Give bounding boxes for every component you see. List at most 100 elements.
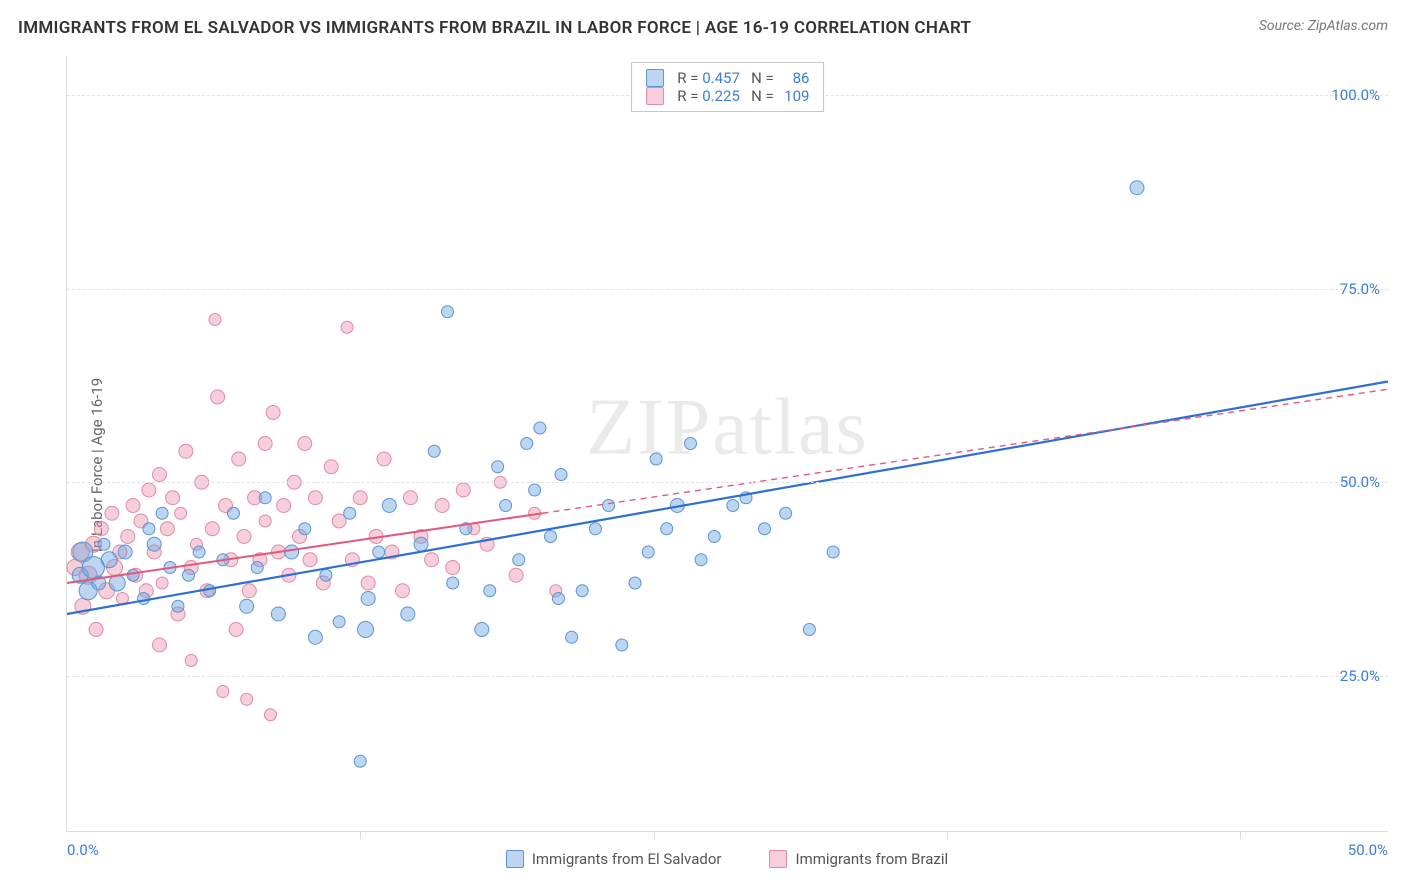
data-point — [361, 576, 375, 590]
data-point — [211, 390, 225, 404]
data-point — [118, 545, 132, 559]
data-point — [143, 523, 155, 535]
data-point — [232, 452, 246, 466]
data-point — [242, 584, 256, 598]
data-point — [361, 592, 375, 606]
data-point — [727, 500, 739, 512]
data-point — [377, 452, 391, 466]
y-tick-label: 75.0% — [1340, 280, 1380, 298]
data-point — [576, 585, 588, 597]
x-tick — [1240, 831, 1241, 839]
data-point — [101, 552, 117, 568]
data-point — [552, 593, 564, 605]
y-tick-label: 25.0% — [1340, 667, 1380, 685]
plot-svg — [67, 56, 1388, 831]
legend-swatch — [769, 850, 787, 868]
x-tick — [947, 831, 948, 839]
data-point — [237, 530, 251, 544]
data-point — [616, 639, 628, 651]
legend-swatch — [646, 87, 664, 105]
data-point — [500, 500, 512, 512]
data-point — [333, 616, 345, 628]
data-point — [603, 500, 615, 512]
data-point — [209, 314, 221, 326]
data-point — [661, 523, 673, 535]
data-point — [193, 546, 205, 558]
stats-row: R = 0.457 N = 86 — [646, 69, 810, 87]
data-point — [205, 522, 219, 536]
data-point — [435, 499, 449, 513]
data-point — [259, 515, 271, 527]
data-point — [98, 538, 110, 550]
data-point — [566, 631, 578, 643]
data-point — [827, 546, 839, 558]
data-point — [373, 546, 385, 558]
data-point — [160, 522, 174, 536]
data-point — [354, 755, 366, 767]
source-attribution: Source: ZipAtlas.com — [1259, 18, 1388, 34]
data-point — [544, 531, 556, 543]
data-point — [1130, 181, 1144, 195]
data-point — [446, 561, 460, 575]
data-point — [179, 444, 193, 458]
data-point — [271, 607, 285, 621]
data-point — [227, 507, 239, 519]
data-point — [152, 468, 166, 482]
data-point — [229, 623, 243, 637]
data-point — [475, 623, 489, 637]
trend-line-extrapolated — [543, 389, 1388, 513]
data-point — [629, 577, 641, 589]
data-point — [152, 638, 166, 652]
data-point — [353, 491, 367, 505]
data-point — [685, 438, 697, 450]
data-point — [358, 622, 374, 638]
data-point — [258, 437, 272, 451]
data-point — [428, 445, 440, 457]
stats-text: R = 0.457 N = 86 — [674, 69, 810, 87]
gridline — [67, 482, 1388, 483]
data-point — [303, 553, 317, 567]
data-point — [521, 438, 533, 450]
data-point — [324, 460, 338, 474]
data-point — [803, 624, 815, 636]
data-point — [156, 507, 168, 519]
data-point — [780, 507, 792, 519]
data-point — [126, 499, 140, 513]
data-point — [204, 585, 216, 597]
data-point — [320, 569, 332, 581]
data-point — [299, 523, 311, 535]
data-point — [266, 406, 280, 420]
data-point — [456, 483, 470, 497]
data-point — [121, 530, 135, 544]
data-point — [534, 422, 546, 434]
data-point — [642, 546, 654, 558]
data-point — [484, 585, 496, 597]
data-point — [217, 686, 229, 698]
page-title: IMMIGRANTS FROM EL SALVADOR VS IMMIGRANT… — [18, 18, 971, 38]
data-point — [695, 554, 707, 566]
series-legend: Immigrants from El Salvador Immigrants fr… — [66, 850, 1388, 868]
x-tick — [654, 831, 655, 839]
data-point — [492, 461, 504, 473]
data-point — [447, 577, 459, 589]
data-point — [529, 484, 541, 496]
data-point — [142, 483, 156, 497]
data-point — [509, 568, 523, 582]
data-point — [89, 623, 103, 637]
data-point — [285, 545, 299, 559]
data-point — [166, 491, 180, 505]
data-point — [156, 577, 168, 589]
x-tick — [360, 831, 361, 839]
data-point — [344, 507, 356, 519]
data-point — [396, 584, 410, 598]
legend-label: Immigrants from Brazil — [795, 850, 948, 868]
data-point — [241, 693, 253, 705]
y-tick-label: 50.0% — [1340, 473, 1380, 491]
data-point — [308, 491, 322, 505]
data-point — [650, 453, 662, 465]
legend-item: Immigrants from El Salvador — [506, 850, 722, 868]
data-point — [414, 537, 428, 551]
y-tick-label: 100.0% — [1331, 86, 1380, 104]
data-point — [308, 630, 322, 644]
data-point — [513, 554, 525, 566]
